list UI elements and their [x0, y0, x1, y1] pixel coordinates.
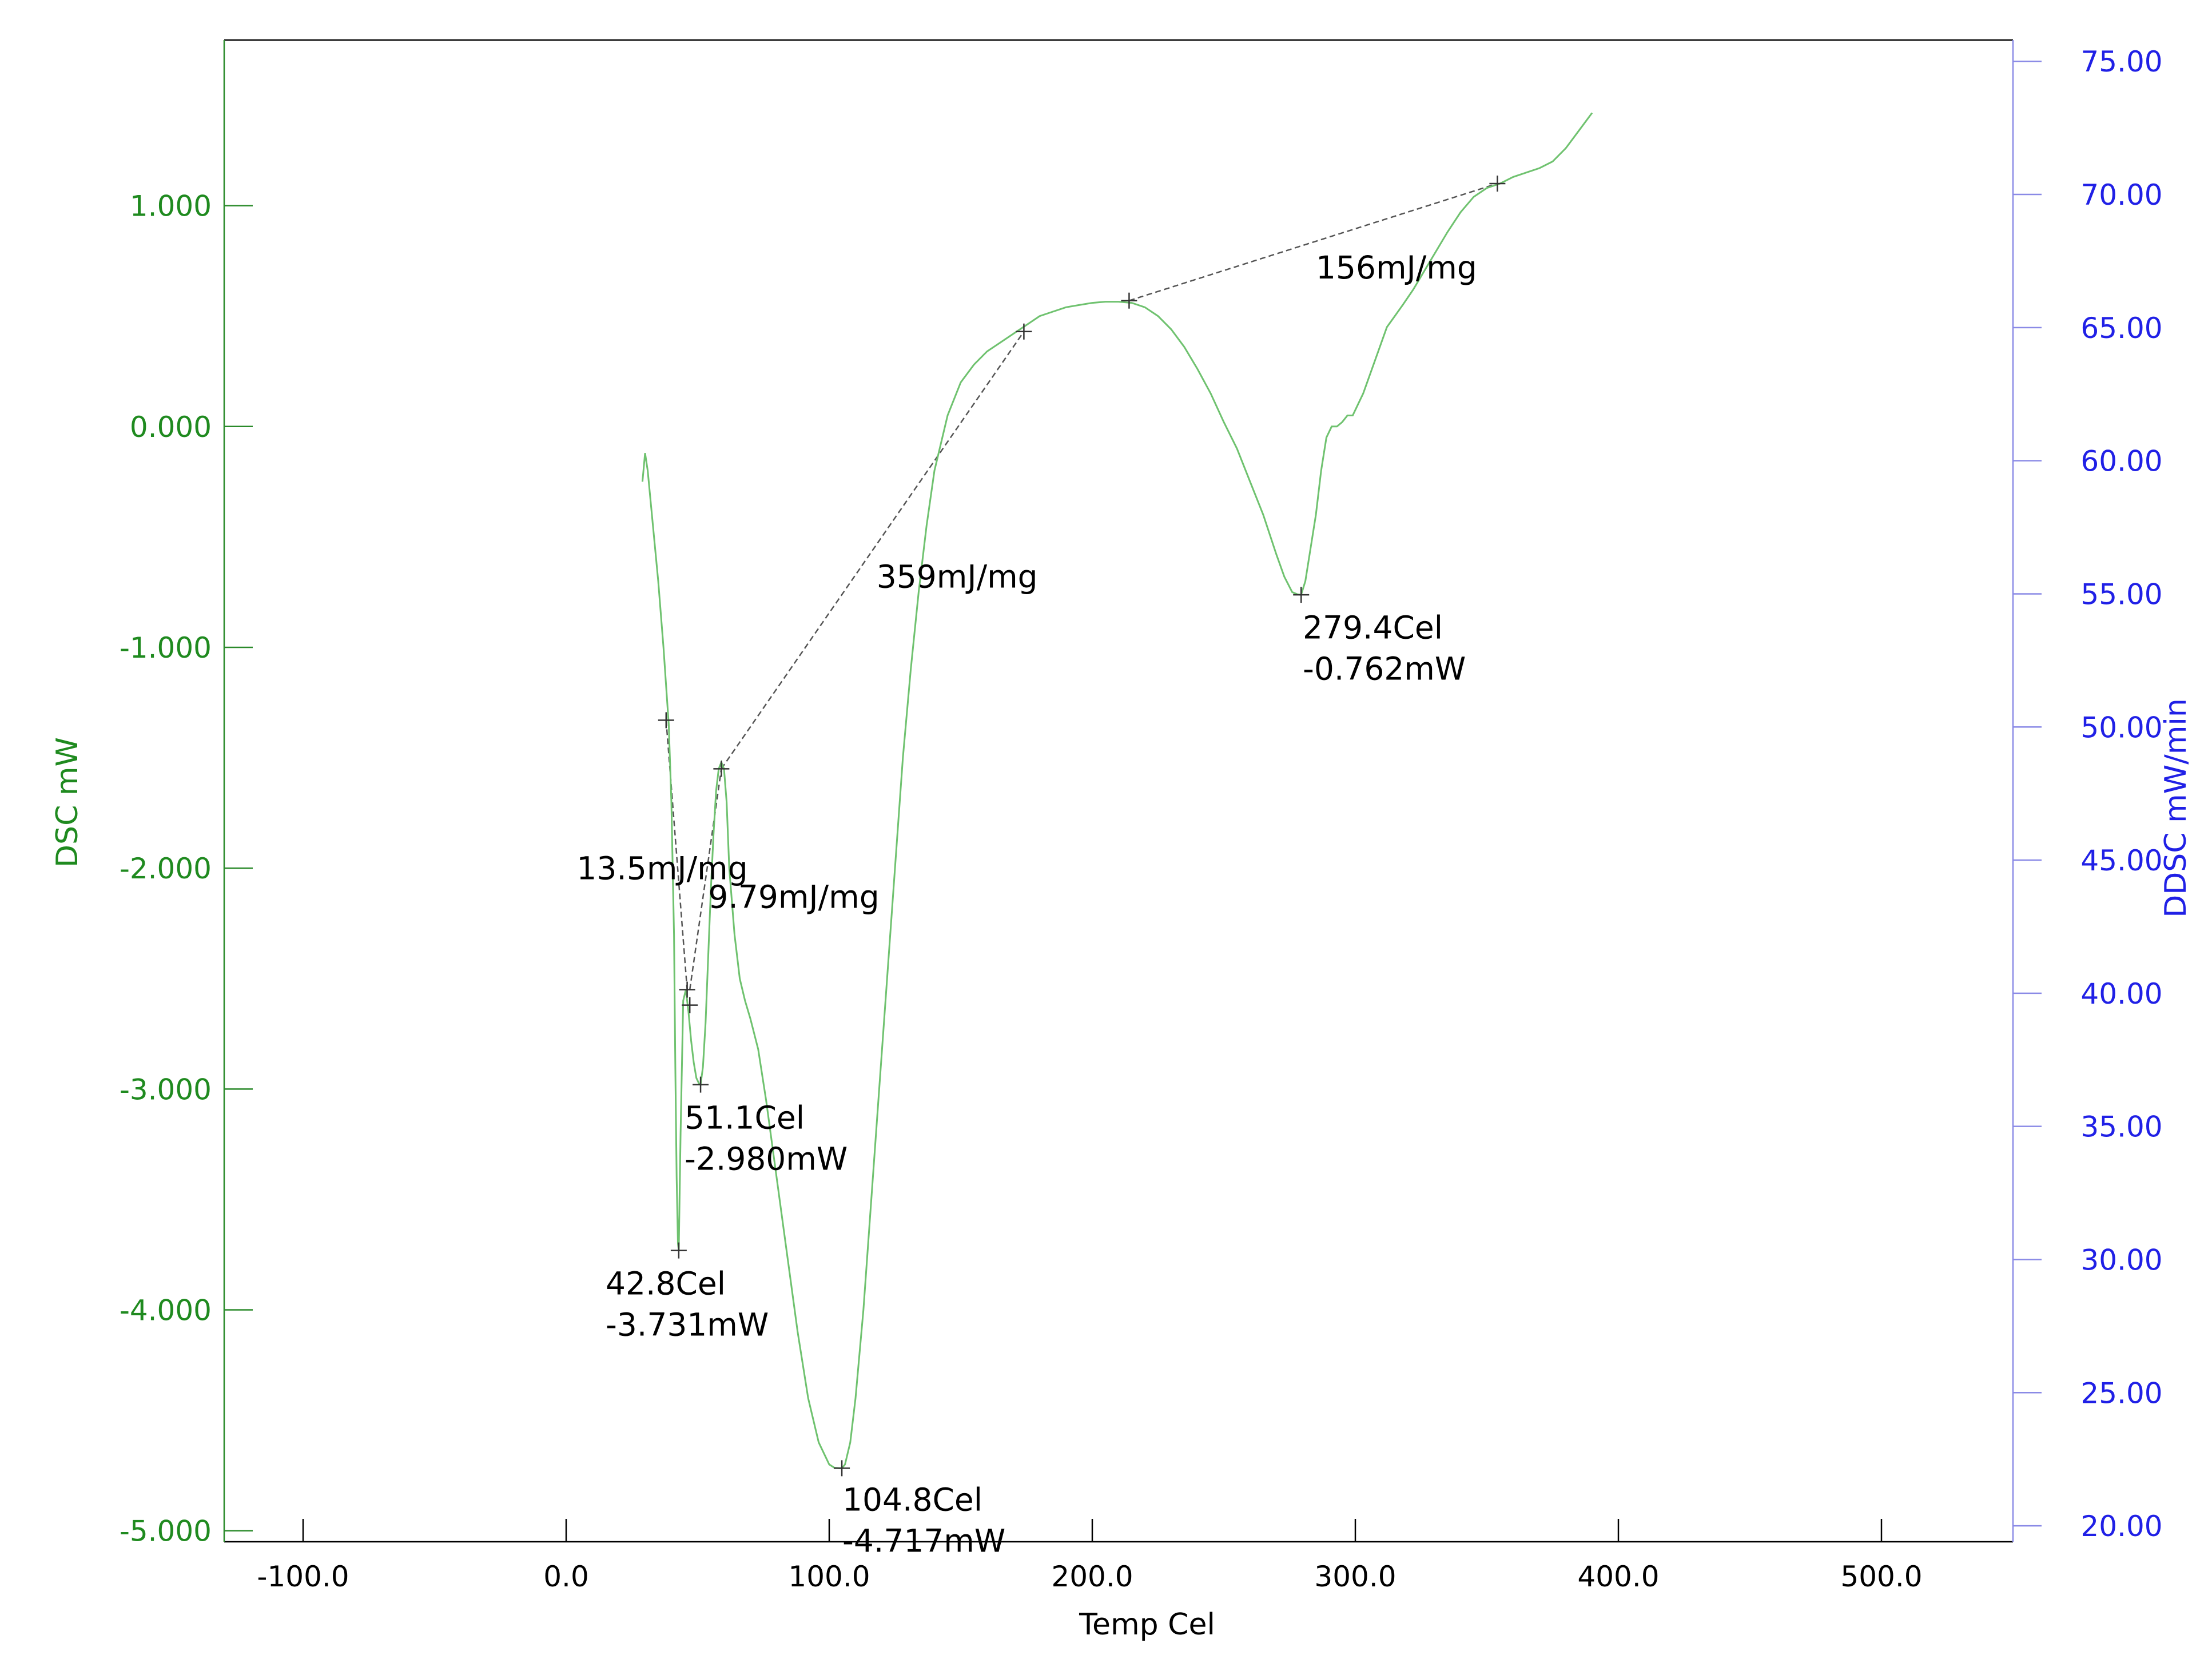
right-tick-label: 60.00	[2080, 445, 2162, 478]
point-marker	[834, 1460, 850, 1477]
right-tick-label: 75.00	[2080, 45, 2162, 78]
annotation-line: 104.8Cel	[842, 1482, 982, 1518]
annotation-label: 359mJ/mg	[877, 559, 1038, 595]
integration-baseline	[689, 769, 722, 990]
x-tick-label: 400.0	[1577, 1560, 1659, 1593]
point-marker	[670, 1242, 687, 1259]
x-tick-label: -100.0	[257, 1560, 349, 1593]
left-tick-label: -1.000	[120, 631, 212, 665]
annotation-line: 51.1Cel	[685, 1100, 805, 1136]
integration-baseline	[721, 331, 1025, 770]
annotation-line: 42.8Cel	[606, 1265, 726, 1302]
right-tick-label: 25.00	[2080, 1376, 2162, 1410]
point-marker	[693, 1076, 709, 1093]
point-marker	[1121, 292, 1137, 309]
point-marker	[1293, 587, 1310, 603]
point-marker	[713, 761, 730, 777]
annotation-label: 9.79mJ/mg	[708, 878, 879, 915]
annotation-label: 156mJ/mg	[1316, 249, 1477, 286]
x-tick-label: 200.0	[1051, 1560, 1133, 1593]
annotation-line: 156mJ/mg	[1316, 249, 1477, 286]
annotation-label: 51.1Cel -2.980mW	[685, 1100, 848, 1177]
x-tick-label: 300.0	[1314, 1560, 1396, 1593]
left-tick-label: -4.000	[120, 1294, 212, 1327]
integration-baseline	[1129, 182, 1498, 301]
x-tick-label: 0.0	[543, 1560, 589, 1593]
left-tick-label: 0.000	[130, 411, 212, 444]
left-tick-label: 1.000	[130, 190, 212, 223]
annotation-line: -2.980mW	[685, 1141, 848, 1177]
point-marker	[679, 981, 695, 998]
right-tick-label: 35.00	[2080, 1111, 2162, 1144]
right-tick-label: 40.00	[2080, 977, 2162, 1010]
right-axis-title: DDSC mW/min	[2159, 698, 2193, 918]
annotation-label: 13.5mJ/mg	[576, 850, 747, 886]
point-marker	[658, 712, 674, 729]
x-tick-label: 500.0	[1840, 1560, 1922, 1593]
x-axis-title: Temp Cel	[1079, 1608, 1215, 1642]
annotation-line: 359mJ/mg	[877, 559, 1038, 595]
annotation-line: -0.762mW	[1303, 650, 1466, 687]
point-marker	[1489, 176, 1506, 192]
left-axis-title: DSC mW	[50, 737, 85, 868]
right-tick-label: 70.00	[2080, 178, 2162, 212]
annotation-label: 42.8Cel -3.731mW	[606, 1265, 769, 1343]
left-tick-label: -2.000	[120, 852, 212, 885]
right-tick-label: 45.00	[2080, 844, 2162, 877]
integration-baseline	[665, 720, 688, 990]
right-tick-label: 50.00	[2080, 711, 2162, 744]
dsc-series	[641, 112, 1593, 1469]
annotation-line: -3.731mW	[606, 1306, 769, 1343]
annotation-label: 104.8Cel -4.717mW	[842, 1482, 1005, 1559]
right-tick-label: 55.00	[2080, 578, 2162, 611]
point-marker	[1016, 323, 1032, 340]
x-tick-label: 100.0	[788, 1560, 870, 1593]
annotation-line: 9.79mJ/mg	[708, 878, 879, 915]
dsc-curve-line	[641, 112, 1593, 1469]
point-marker	[682, 997, 698, 1013]
annotation-line: 279.4Cel	[1303, 609, 1443, 646]
point-markers	[658, 176, 1506, 1477]
peak-annotations: 42.8Cel -3.731mW 51.1Cel -2.980mW 104.8Cel -4…	[576, 249, 1477, 1559]
annotation-label: 279.4Cel -0.762mW	[1303, 609, 1466, 687]
integration-baselines	[665, 182, 1498, 990]
right-tick-label: 65.00	[2080, 312, 2162, 345]
left-tick-label: -3.000	[120, 1073, 212, 1106]
axes: -100.0 0.0 100.0 200.0 300.0 400.0 500.0 1.000 0…	[120, 39, 2163, 1593]
right-tick-label: 30.00	[2080, 1243, 2162, 1276]
annotation-line: 13.5mJ/mg	[576, 850, 747, 886]
annotation-line: -4.717mW	[842, 1523, 1005, 1559]
right-tick-label: 20.00	[2080, 1510, 2162, 1543]
left-tick-label: -5.000	[120, 1515, 212, 1548]
